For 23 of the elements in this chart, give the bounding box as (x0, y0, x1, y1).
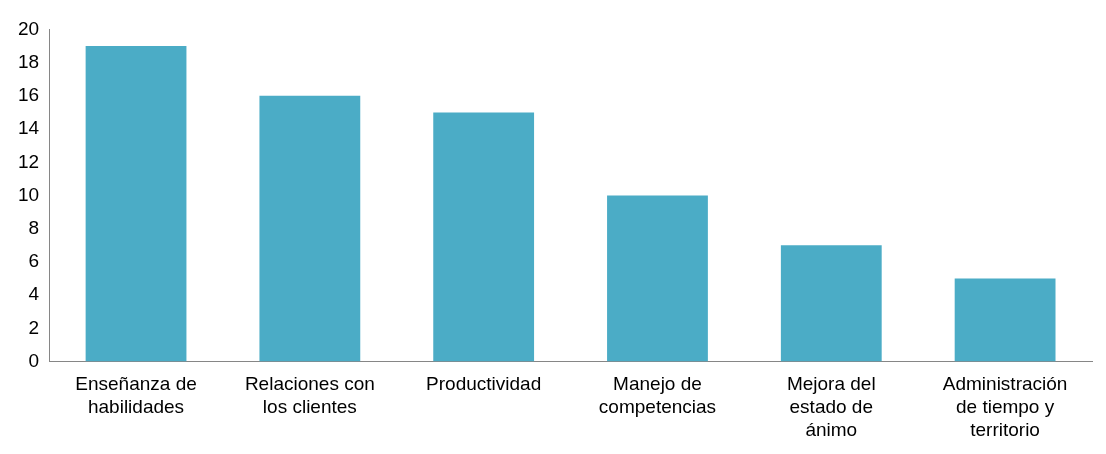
bar (85, 46, 187, 362)
y-tick-label: 14 (17, 117, 40, 139)
y-tick-label: 16 (17, 84, 40, 106)
y-tick-label: 18 (17, 50, 40, 72)
x-tick-label: Manejo de competencias (598, 373, 717, 418)
bar (780, 245, 882, 362)
x-tick-label: Administración de tiempo y territorio (942, 373, 1068, 440)
y-tick-label: 8 (28, 216, 40, 238)
x-tick-label: Relaciones con los clientes (244, 373, 375, 418)
bar (954, 278, 1056, 362)
y-tick-label: 2 (28, 316, 40, 338)
y-tick-label: 0 (28, 349, 40, 371)
y-tick-label: 6 (28, 250, 40, 272)
x-tick-label: Enseñanza de habilidades (75, 373, 197, 418)
y-tick-label: 20 (17, 17, 40, 39)
y-tick-label: 10 (17, 183, 40, 205)
bar (259, 95, 361, 362)
bar (607, 195, 708, 362)
bar (433, 112, 535, 362)
x-tick-label: Productividad (426, 373, 542, 395)
x-tick-label: Mejora del estado de ánimo (786, 373, 876, 440)
y-tick-label: 4 (28, 283, 40, 305)
y-tick-label: 12 (17, 150, 40, 172)
